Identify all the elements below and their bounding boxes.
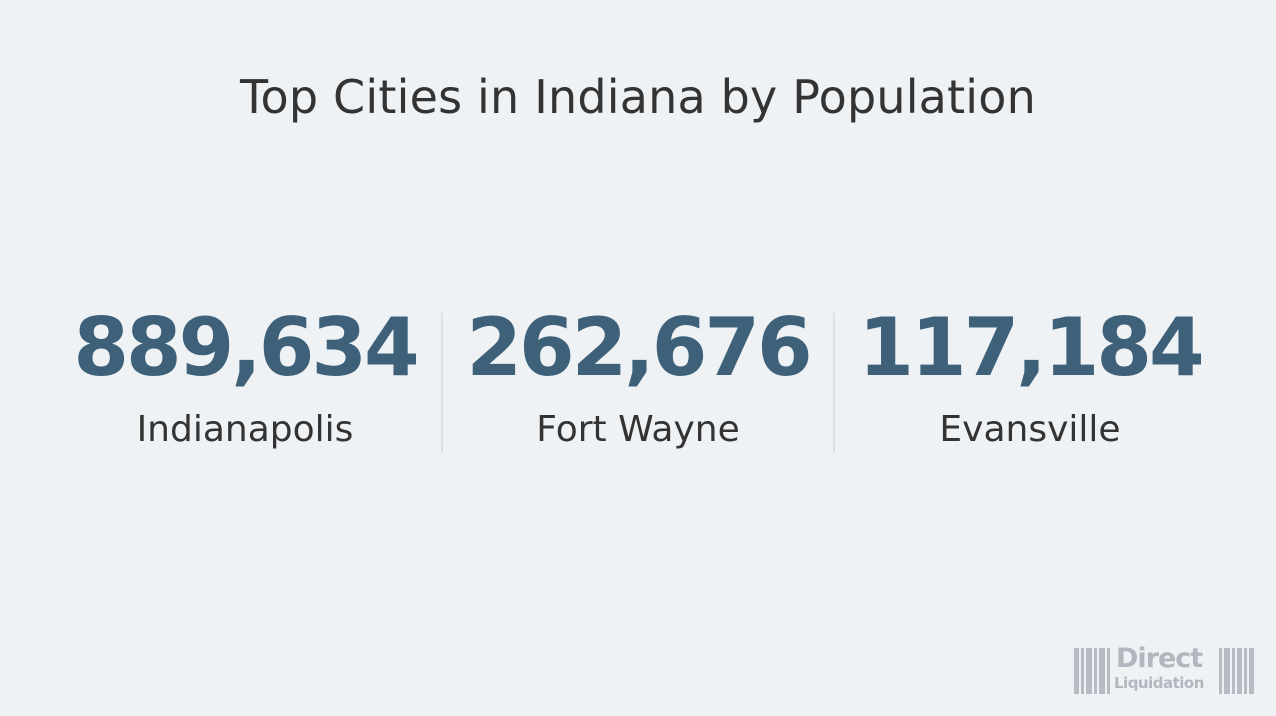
divider: [833, 313, 835, 453]
barcode-left-icon: [1074, 648, 1110, 694]
stat-value: 889,634: [73, 301, 419, 394]
stat-fort-wayne: 262,676 Fort Wayne: [443, 300, 833, 452]
stat-label: Evansville: [939, 409, 1121, 450]
logo-text-primary: Direct: [1116, 643, 1203, 674]
stat-value: 262,676: [466, 301, 812, 394]
divider: [441, 313, 443, 453]
brand-logo: Direct Liquidation: [1074, 644, 1254, 694]
stat-indianapolis: 889,634 Indianapolis: [50, 300, 440, 452]
stat-value: 117,184: [858, 301, 1204, 394]
stat-evansville: 117,184 Evansville: [835, 300, 1225, 452]
stat-label: Indianapolis: [136, 409, 354, 450]
stat-label: Fort Wayne: [536, 409, 740, 450]
barcode-right-icon: [1219, 648, 1254, 694]
logo-text-secondary: Liquidation: [1114, 674, 1204, 692]
page-title: Top Cities in Indiana by Population: [240, 70, 1036, 124]
